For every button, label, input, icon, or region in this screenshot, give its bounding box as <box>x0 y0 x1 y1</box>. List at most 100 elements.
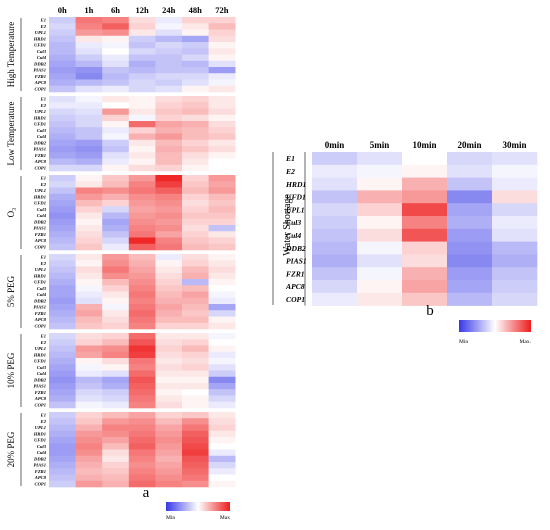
row-label: COP1 <box>35 481 46 486</box>
row-label: APC8 <box>34 475 47 480</box>
heatmap-cell <box>76 152 103 159</box>
heatmap-cell <box>102 67 129 74</box>
heatmap-cell <box>182 358 209 365</box>
heatmap-cell <box>129 450 156 457</box>
heatmap-cell <box>312 293 357 306</box>
heatmap-cell <box>155 346 182 353</box>
row-label: FZR1 <box>35 232 46 237</box>
heatmap-cell <box>102 127 129 134</box>
heatmap-cell <box>102 244 129 251</box>
row-label: COP1 <box>35 402 46 407</box>
row-label: PIAS1 <box>33 226 46 231</box>
heatmap-cell <box>76 140 103 147</box>
heatmap-cell <box>155 194 182 201</box>
heatmap-cell <box>102 317 129 324</box>
heatmap-cell <box>182 225 209 232</box>
row-label: COP1 <box>35 86 46 91</box>
heatmap-cell <box>49 127 76 134</box>
heatmap-cell <box>182 146 209 153</box>
heatmap-cell <box>182 273 209 280</box>
heatmap-cell <box>129 323 156 330</box>
heatmap-cell <box>209 134 236 141</box>
heatmap-cell <box>155 339 182 346</box>
legend-gradient-b <box>459 320 531 332</box>
heatmap-cell <box>182 352 209 359</box>
heatmap-cell <box>182 260 209 267</box>
heatmap-cell <box>182 86 209 93</box>
group-label: 5% PEG <box>6 275 16 307</box>
heatmap-cell <box>102 121 129 128</box>
heatmap-cell <box>209 165 236 172</box>
heatmap-cell <box>182 346 209 353</box>
heatmap-cell <box>155 213 182 220</box>
col-header-b: 20min <box>457 140 481 150</box>
heatmap-cell <box>155 383 182 390</box>
row-label: PIAS1 <box>33 463 46 468</box>
heatmap-cell <box>182 304 209 311</box>
heatmap-cell <box>49 317 76 324</box>
heatmap-cell <box>76 389 103 396</box>
heatmap-cell <box>129 339 156 346</box>
heatmap-cell <box>209 23 236 30</box>
heatmap-cell <box>129 254 156 261</box>
heatmap-cell <box>76 383 103 390</box>
heatmap-cell <box>447 190 492 203</box>
heatmap-cell <box>209 279 236 286</box>
row-label: HRD1 <box>33 352 46 357</box>
col-header-b: 0min <box>325 140 345 150</box>
heatmap-cell <box>357 280 402 293</box>
heatmap-cell <box>76 267 103 274</box>
row-label: HRD1 <box>33 115 46 120</box>
heatmap-cell <box>102 310 129 317</box>
heatmap-cell <box>49 377 76 384</box>
heatmap-cell <box>102 219 129 226</box>
heatmap-cell <box>155 310 182 317</box>
heatmap-cell <box>182 402 209 409</box>
row-label: Cul3 <box>37 49 47 54</box>
heatmap-cell <box>182 339 209 346</box>
heatmap-cell <box>129 358 156 365</box>
heatmap-cell <box>129 121 156 128</box>
heatmap-cell <box>49 175 76 182</box>
heatmap-cell <box>49 292 76 299</box>
heatmap-cell <box>182 317 209 324</box>
heatmap-cell <box>49 481 76 488</box>
heatmap-cell <box>49 456 76 463</box>
heatmap-cell <box>357 267 402 280</box>
row-label: E2 <box>40 419 47 424</box>
heatmap-cell <box>102 456 129 463</box>
heatmap-cell <box>76 298 103 305</box>
heatmap-cell <box>129 396 156 403</box>
heatmap-cell <box>492 190 537 203</box>
heatmap-cell <box>76 285 103 292</box>
heatmap-cell <box>155 425 182 432</box>
heatmap-cell <box>492 254 537 267</box>
heatmap-cell <box>49 152 76 159</box>
heatmap-cell <box>129 115 156 122</box>
heatmap-cell <box>447 280 492 293</box>
heatmap-cell <box>182 115 209 122</box>
heatmap-cell <box>312 216 357 229</box>
heatmap-cell <box>182 475 209 482</box>
heatmap-cell <box>129 206 156 213</box>
heatmap-cell <box>155 377 182 384</box>
heatmap-cell <box>49 30 76 37</box>
heatmap-cell <box>182 450 209 457</box>
col-header-a: 24h <box>162 5 176 15</box>
heatmap-cell <box>357 190 402 203</box>
heatmap-cell <box>402 280 447 293</box>
heatmap-cell <box>155 109 182 116</box>
heatmap-cell <box>209 371 236 378</box>
group-label: Low Temperature <box>6 102 16 166</box>
heatmap-cell <box>49 48 76 55</box>
heatmap-cell <box>129 364 156 371</box>
heatmap-cell <box>155 371 182 378</box>
heatmap-cell <box>155 73 182 80</box>
group-label: High Temperature <box>6 22 16 87</box>
row-label: PIAS1 <box>33 384 46 389</box>
heatmap-cell <box>182 383 209 390</box>
heatmap-cell <box>129 333 156 340</box>
heatmap-cell <box>76 431 103 438</box>
heatmap-cell <box>155 333 182 340</box>
